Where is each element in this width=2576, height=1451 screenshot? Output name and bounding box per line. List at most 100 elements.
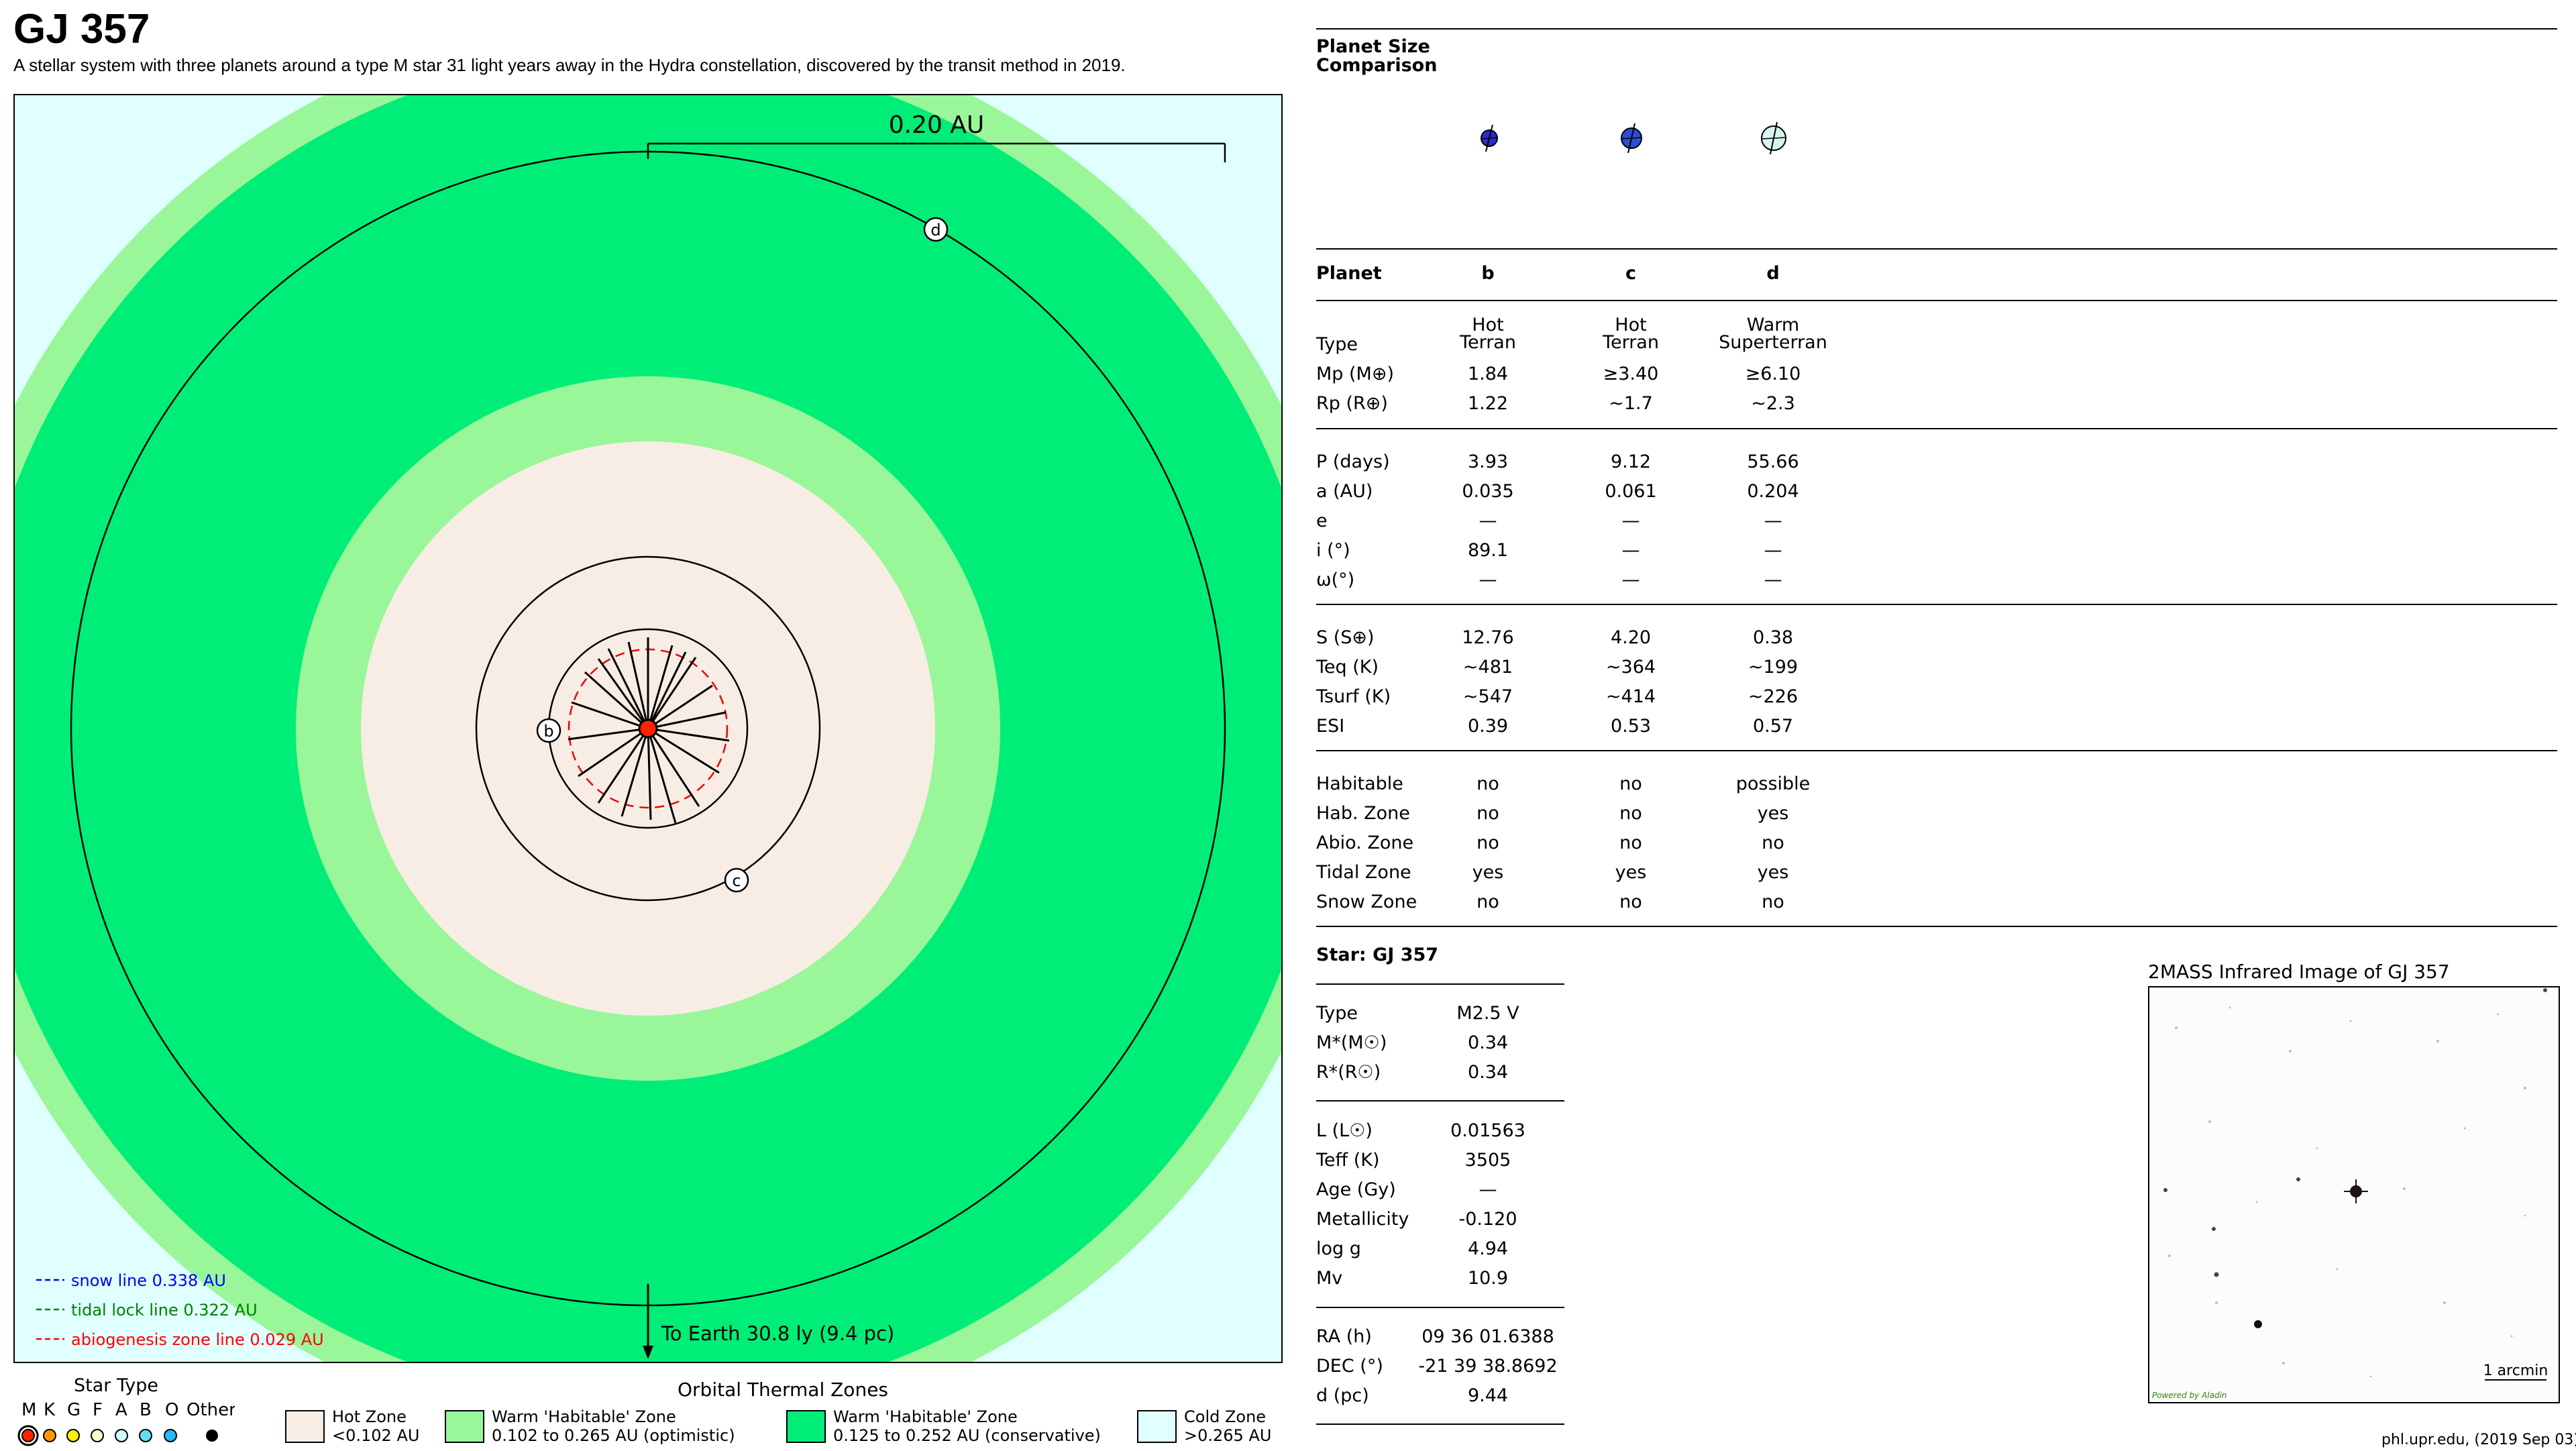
ir-powered-by: Powered by Aladin <box>2152 1391 2227 1400</box>
star-type-title: Star Type <box>74 1375 158 1396</box>
planet-row-value: — <box>1621 570 1640 590</box>
page-title: GJ 357 <box>13 6 150 52</box>
star-table-header: Star: GJ 357 <box>1316 945 1439 965</box>
planet-c-marker: c <box>724 867 749 893</box>
planet-b-type: Hot Terran <box>1401 315 1575 353</box>
scale-label: 0.20 AU <box>889 111 985 139</box>
planet-row-value: yes <box>1757 803 1789 824</box>
hot-zone-range: <0.102 AU <box>332 1426 420 1445</box>
planet-row-value: 0.38 <box>1752 627 1794 648</box>
star-row-label: L (L☉) <box>1316 1120 1373 1141</box>
star-row-value: 0.34 <box>1467 1062 1509 1083</box>
planet-row-value: no <box>1619 803 1642 824</box>
planet-row-value: 0.061 <box>1605 481 1657 502</box>
planet-row-label: i (°) <box>1316 540 1350 561</box>
conservative-zone-swatch <box>786 1410 826 1443</box>
planet-row-value: — <box>1764 540 1782 561</box>
planet-b-type-line2: Terran <box>1460 332 1516 353</box>
optimistic-zone-range: 0.102 to 0.265 AU (optimistic) <box>492 1426 735 1445</box>
planet-row-value: yes <box>1615 862 1647 883</box>
star-type-A: A <box>115 1400 127 1420</box>
hot-zone-name: Hot Zone <box>332 1407 407 1426</box>
planet-row-label: Tidal Zone <box>1316 862 1411 883</box>
scale-bar <box>647 142 1226 162</box>
planet-row-value: 3.93 <box>1467 451 1509 472</box>
star-flares <box>568 637 730 824</box>
abiogenesis-line-label: abiogenesis zone line 0.029 AU <box>71 1330 324 1349</box>
star-type-G: G <box>67 1400 80 1420</box>
planet-row-value: no <box>1762 892 1784 912</box>
planet-row-value: no <box>1619 832 1642 853</box>
planet-row-value: ~226 <box>1748 686 1799 707</box>
star-row-value: -0.120 <box>1458 1209 1517 1230</box>
planet-row-label: Teq (K) <box>1316 657 1379 678</box>
planet-b-type-line1: Hot <box>1472 315 1504 335</box>
divider-top <box>1316 28 2557 30</box>
star-row-value: 3505 <box>1464 1150 1511 1171</box>
star-row-label: DEC (°) <box>1316 1356 1383 1377</box>
planet-d-header: d <box>1766 263 1780 284</box>
divider-3 <box>1316 750 2557 751</box>
planet-row-value: — <box>1479 570 1497 590</box>
conservative-zone-key: Warm 'Habitable' Zone 0.125 to 0.252 AU … <box>833 1407 1101 1445</box>
planet-row-value: 1.22 <box>1467 393 1509 414</box>
planet-row-value: 12.76 <box>1462 627 1514 648</box>
planet-row-value: 0.39 <box>1467 716 1509 737</box>
star-type-A-dot <box>115 1429 128 1442</box>
planet-b-header: b <box>1481 263 1495 284</box>
star-type-M-ring <box>17 1425 39 1446</box>
planet-row-value: 0.035 <box>1462 481 1514 502</box>
planet-row-value: 55.66 <box>1747 451 1799 472</box>
planet-row-value: ≥6.10 <box>1745 364 1801 384</box>
star-divider-3 <box>1316 1307 1564 1308</box>
planet-row-value: 9.12 <box>1610 451 1652 472</box>
planet-row-value: — <box>1621 540 1640 561</box>
planet-row-label: Mp (M⊕) <box>1316 364 1395 384</box>
ir-bright-star <box>2254 1320 2262 1328</box>
planet-row-value: 0.204 <box>1747 481 1799 502</box>
planet-row-value: no <box>1762 832 1784 853</box>
planet-header-label: Planet <box>1316 263 1382 284</box>
star-type-other: Other <box>186 1400 235 1420</box>
ir-image-title: 2MASS Infrared Image of GJ 357 <box>2148 961 2450 983</box>
planet-d-type-line1: Warm <box>1746 315 1800 335</box>
star-type-M-dot <box>21 1429 35 1442</box>
planet-row-value: yes <box>1757 862 1789 883</box>
star-type-O: O <box>165 1400 178 1420</box>
thermal-zones-title: Orbital Thermal Zones <box>678 1379 889 1401</box>
divider-header <box>1316 300 2557 301</box>
type-label: Type <box>1316 334 1358 355</box>
planet-row-value: 1.84 <box>1467 364 1509 384</box>
star-row-label: Teff (K) <box>1316 1150 1380 1171</box>
conservative-zone-name: Warm 'Habitable' Zone <box>833 1407 1018 1426</box>
star-type-M: M <box>21 1400 36 1420</box>
planet-row-value: no <box>1619 773 1642 794</box>
planet-row-value: ~2.3 <box>1751 393 1795 414</box>
planet-row-value: — <box>1479 510 1497 531</box>
credit: phl.upr.edu, (2019 Sep 03) <box>2381 1432 2576 1448</box>
planet-row-value: no <box>1477 892 1499 912</box>
planet-row-value: — <box>1621 510 1640 531</box>
planet-row-value: 89.1 <box>1467 540 1509 561</box>
planet-row-label: S (S⊕) <box>1316 627 1375 648</box>
planet-row-value: no <box>1477 773 1499 794</box>
planet-row-value: ≥3.40 <box>1603 364 1659 384</box>
star-row-label: Type <box>1316 1003 1358 1024</box>
optimistic-zone-name: Warm 'Habitable' Zone <box>492 1407 676 1426</box>
planet-row-value: — <box>1764 510 1782 531</box>
star-row-value: — <box>1479 1179 1497 1200</box>
divider-4 <box>1316 926 2557 927</box>
planet-row-value: ~547 <box>1462 686 1513 707</box>
planet-row-value: ~199 <box>1748 657 1799 678</box>
planet-row-label: a (AU) <box>1316 481 1373 502</box>
earth-distance-label: To Earth 30.8 ly (9.4 pc) <box>661 1322 894 1345</box>
cold-zone-swatch <box>1137 1410 1177 1443</box>
planet-c-label: c <box>732 871 741 890</box>
conservative-zone-range: 0.125 to 0.252 AU (conservative) <box>833 1426 1101 1445</box>
star-type-K: K <box>44 1400 56 1420</box>
planet-row-value: 4.20 <box>1610 627 1652 648</box>
planet-d-type: Warm Superterran <box>1686 315 1860 352</box>
star-divider-1 <box>1316 983 1564 985</box>
planet-c-size-icon <box>1621 123 1642 154</box>
star-type-other-dot <box>206 1430 218 1442</box>
